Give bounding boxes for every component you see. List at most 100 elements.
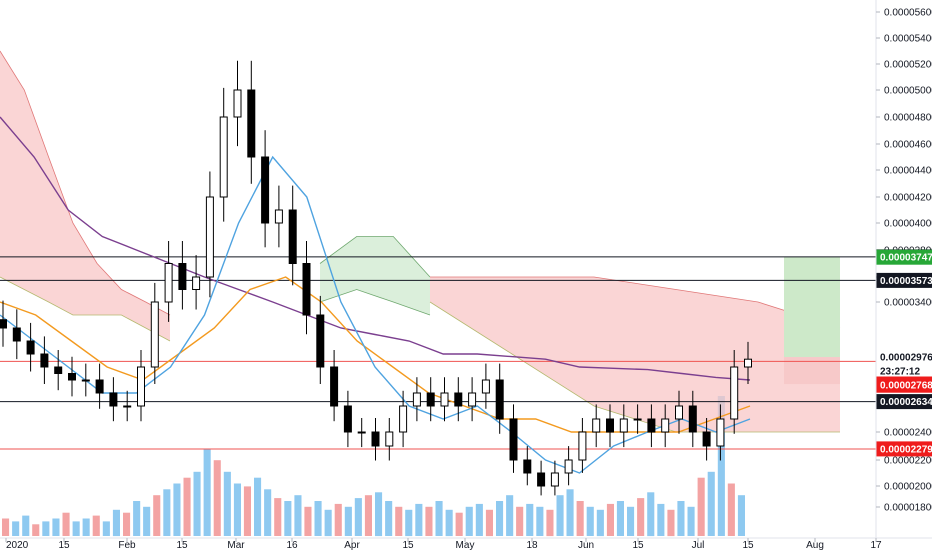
- candle-body: [205, 196, 214, 278]
- candle-body: [178, 263, 187, 290]
- price-tick-label: 0.00005400: [884, 34, 932, 45]
- volume-bar: [616, 501, 624, 536]
- horizontal-levels[interactable]: [0, 256, 876, 450]
- price-tick-label: 0.00004000: [884, 219, 932, 230]
- volume-bar: [516, 506, 524, 536]
- price-tick-label: 0.00005600: [884, 8, 932, 19]
- cloud-area: [320, 236, 430, 315]
- candle-body: [371, 431, 380, 447]
- volume-bar: [82, 518, 90, 536]
- volume-bar: [42, 521, 50, 536]
- candle-body: [330, 366, 339, 407]
- volume-bar: [314, 501, 322, 536]
- price-tick-label: 0.00004400: [884, 166, 932, 177]
- price-tick-label: 0.00001800: [884, 503, 932, 514]
- candle-body: [261, 156, 270, 224]
- candle-body: [564, 459, 573, 474]
- volume-bar: [405, 509, 413, 537]
- volume-bar: [475, 503, 483, 536]
- volume-bar: [707, 471, 715, 536]
- volume-bar: [334, 503, 342, 536]
- volume-bar: [112, 509, 120, 537]
- volume-bar: [556, 495, 564, 536]
- price-tick-label: 0.00002200: [884, 456, 932, 467]
- candle-body: [150, 301, 159, 368]
- candle-body: [0, 319, 7, 329]
- volume-bar: [203, 448, 211, 536]
- candle-body: [95, 379, 104, 394]
- time-tick-label: 15: [176, 540, 188, 550]
- level-price-tag[interactable]: 0.00002634: [880, 397, 932, 408]
- candle-body: [619, 418, 628, 433]
- volume-bar: [637, 498, 645, 536]
- volume-bar: [133, 501, 141, 536]
- volume-bar: [375, 492, 383, 537]
- candle-body: [633, 418, 642, 421]
- volume-bar: [465, 506, 473, 536]
- candle-body: [481, 379, 490, 394]
- volume-bar: [586, 506, 594, 536]
- time-tick-label: 2020: [6, 540, 29, 550]
- candle-body: [12, 327, 21, 342]
- candle-body: [54, 366, 63, 374]
- projection-profit-zone[interactable]: [784, 256, 840, 358]
- volume-bar: [606, 503, 614, 536]
- candles: [0, 60, 752, 496]
- volume-bar: [717, 396, 725, 536]
- time-axis[interactable]: 2020 15 Feb 15 Mar 16 Apr 15 May 18 Jun 15 Jul 15 Aug 1…: [5, 538, 882, 551]
- candle-body: [81, 379, 90, 382]
- cloud-lower-line: [0, 276, 171, 342]
- volume-bar: [2, 518, 10, 536]
- price-tag[interactable]: 0.00002976: [880, 353, 932, 364]
- volume-bar: [526, 503, 534, 536]
- candle-body: [40, 353, 49, 368]
- volume-bar: [233, 483, 241, 536]
- volume-bar: [395, 506, 403, 536]
- volume-bar: [425, 506, 433, 536]
- candle-body: [399, 405, 408, 433]
- volume-bar: [364, 495, 372, 536]
- volume-bar: [385, 501, 393, 536]
- price-tag[interactable]: 0.00002768: [880, 381, 932, 392]
- time-tick-label: Aug: [806, 540, 824, 550]
- volume-bar: [123, 512, 131, 536]
- volume-bar: [496, 501, 504, 536]
- candle-body: [675, 405, 683, 420]
- volume-layer: [2, 396, 745, 537]
- price-tag[interactable]: 23:27:12: [880, 367, 920, 378]
- price-tag[interactable]: 0.00003747: [880, 253, 932, 264]
- candle-body: [592, 418, 601, 433]
- volume-bar: [596, 509, 604, 537]
- level-price-tag[interactable]: 0.00002279: [880, 444, 932, 455]
- level-price-tag[interactable]: 0.00003573: [880, 276, 932, 287]
- time-tick-label: Jun: [578, 540, 594, 550]
- candle-body: [123, 405, 132, 408]
- projection-box[interactable]: [784, 256, 840, 385]
- candle-body: [509, 418, 518, 461]
- volume-bar: [344, 506, 352, 536]
- candle-body: [523, 459, 532, 474]
- candle-body: [109, 392, 118, 407]
- volume-bar: [243, 486, 251, 536]
- volume-bar: [264, 489, 272, 536]
- candle-body: [412, 392, 421, 407]
- candle-body: [578, 431, 587, 461]
- price-tags[interactable]: 0.000037490.000035730.000029430.00002634…: [876, 249, 932, 457]
- volume-bar: [667, 509, 675, 537]
- candle-body: [288, 209, 297, 264]
- candle-body: [192, 276, 201, 290]
- volume-bar: [677, 501, 685, 536]
- volume-bar: [536, 506, 544, 536]
- time-tick-label: Feb: [118, 540, 136, 550]
- volume-bar: [62, 512, 70, 536]
- volume-bar: [72, 521, 80, 536]
- candle-body: [316, 314, 325, 368]
- volume-bar: [627, 506, 635, 536]
- candle-body: [343, 405, 352, 433]
- level-price-tag-bg: [876, 441, 932, 457]
- candle-body: [426, 392, 435, 407]
- volume-bar: [304, 506, 312, 536]
- time-tick-label: 15: [402, 540, 414, 550]
